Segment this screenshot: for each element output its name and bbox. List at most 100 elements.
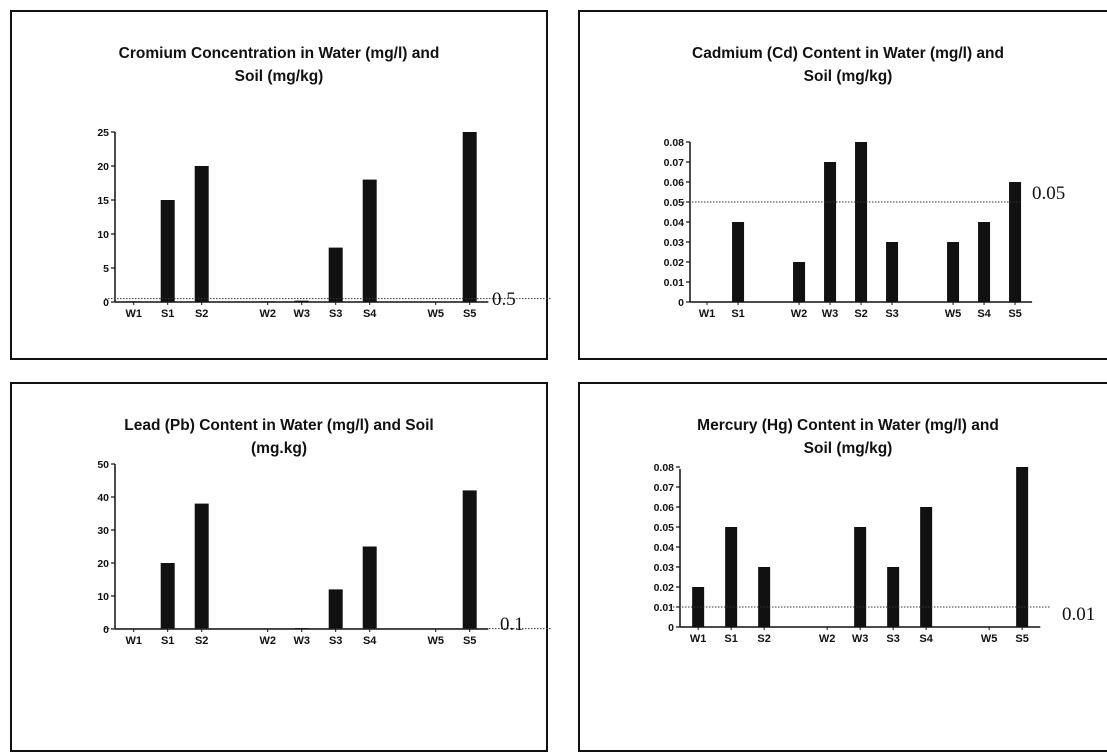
chart-title: Cromium Concentration in Water (mg/l) an… — [118, 45, 440, 85]
x-tick-label: W3 — [822, 308, 839, 320]
x-tick-label: W1 — [690, 633, 707, 645]
y-tick-label: 0.05 — [664, 197, 685, 209]
x-tick-label: S3 — [885, 308, 898, 320]
x-tick-label: W1 — [699, 308, 716, 320]
bar — [1009, 182, 1022, 302]
bar — [793, 262, 806, 302]
x-tick-label: S4 — [977, 308, 991, 320]
x-tick-label: S2 — [854, 308, 867, 320]
y-tick-label: 50 — [97, 459, 109, 471]
y-tick-label: 25 — [97, 127, 109, 139]
y-tick-label: 15 — [97, 195, 109, 207]
chart-title: Cadmium (Cd) Content in Water (mg/l) and… — [692, 45, 1004, 85]
x-tick-label: S3 — [329, 308, 342, 320]
y-tick-label: 0 — [103, 624, 109, 636]
y-tick-label: 0.02 — [654, 582, 675, 594]
bar — [824, 162, 837, 302]
x-tick-label: W2 — [259, 308, 276, 320]
bar — [328, 247, 343, 302]
x-tick-label: S1 — [731, 308, 744, 320]
bar — [854, 527, 867, 627]
x-tick-label: S1 — [161, 308, 174, 320]
y-tick-label: 0 — [103, 297, 109, 309]
bar — [758, 567, 771, 627]
y-tick-label: 0.03 — [664, 237, 685, 249]
x-tick-label: S5 — [463, 308, 476, 320]
x-tick-label: S5 — [463, 635, 476, 647]
y-tick-label: 0.04 — [664, 217, 685, 229]
x-tick-label: S4 — [363, 308, 377, 320]
x-tick-label: W5 — [427, 308, 444, 320]
bar — [294, 628, 309, 629]
chromium-chart-panel: Cromium Concentration in Water (mg/l) an… — [10, 10, 552, 360]
x-tick-label: S5 — [1015, 633, 1028, 645]
x-tick-label: W1 — [125, 308, 142, 320]
x-tick-label: W5 — [945, 308, 962, 320]
chromium-plot: 0 5 10 15 20 25 W1 S1 S2 W2 W3 S3 S4 W5 S5 — [97, 127, 552, 320]
y-tick-label: 0.04 — [654, 542, 675, 554]
x-tick-label: S5 — [1008, 308, 1021, 320]
y-tick-label: 5 — [103, 263, 109, 275]
x-tick-label: S2 — [195, 635, 208, 647]
y-tick-label: 0.06 — [664, 177, 685, 189]
y-tick-label: 0.03 — [654, 562, 675, 574]
lead-chart-panel: Lead (Pb) Content in Water (mg/l) and So… — [10, 382, 552, 752]
y-tick-label: 0.01 — [664, 277, 685, 289]
y-tick-label: 10 — [97, 229, 109, 241]
bar — [1016, 467, 1029, 627]
reference-value-label: 0.05 — [1032, 183, 1066, 204]
chart-title: Mercury (Hg) Content in Water (mg/l) and… — [697, 417, 999, 457]
mercury-plot: 0 0.01 0.02 0.03 0.04 0.05 0.06 0.07 0.08 W1 S1 S2 W… — [654, 462, 1050, 645]
y-tick-label: 40 — [97, 492, 109, 504]
reference-value-label: 0.5 — [492, 289, 516, 310]
bar — [160, 563, 175, 629]
x-tick-label: S1 — [724, 633, 737, 645]
x-tick-label: S2 — [757, 633, 770, 645]
bar — [886, 242, 899, 302]
bar — [947, 242, 960, 302]
x-tick-label: W2 — [819, 633, 836, 645]
x-tick-label: W5 — [981, 633, 998, 645]
x-tick-label: S3 — [886, 633, 899, 645]
y-tick-label: 0.07 — [654, 482, 675, 494]
bar — [362, 546, 377, 629]
y-tick-label: 0.07 — [664, 157, 685, 169]
bar — [855, 142, 868, 302]
x-tick-label: W3 — [293, 308, 310, 320]
y-tick-label: 20 — [97, 558, 109, 570]
bar — [462, 490, 477, 629]
bar — [732, 222, 745, 302]
y-tick-label: 0.08 — [654, 462, 675, 474]
x-tick-label: S2 — [195, 308, 208, 320]
x-tick-label: W1 — [125, 635, 142, 647]
y-tick-label: 0.01 — [654, 602, 675, 614]
x-tick-label: W2 — [259, 635, 276, 647]
bar — [126, 301, 141, 302]
bar — [978, 222, 991, 302]
x-tick-label: S1 — [161, 635, 174, 647]
bar — [920, 507, 933, 627]
bar — [462, 132, 477, 302]
bar — [362, 179, 377, 302]
x-tick-label: W3 — [852, 633, 869, 645]
y-tick-label: 30 — [97, 525, 109, 537]
x-tick-label: S4 — [919, 633, 933, 645]
bar — [294, 300, 309, 302]
x-tick-label: S3 — [329, 635, 342, 647]
y-tick-label: 0.08 — [664, 137, 685, 149]
y-tick-label: 0.06 — [654, 502, 675, 514]
reference-value-label: 0.1 — [500, 614, 524, 635]
x-tick-label: S4 — [363, 635, 377, 647]
y-tick-label: 0.05 — [654, 522, 675, 534]
bar — [328, 589, 343, 629]
y-tick-label: 0.02 — [664, 257, 685, 269]
bar — [725, 527, 738, 627]
reference-value-label: 0.01 — [1062, 604, 1096, 625]
bar — [887, 567, 900, 627]
y-tick-label: 20 — [97, 161, 109, 173]
bar — [160, 200, 175, 302]
y-tick-label: 10 — [97, 591, 109, 603]
bar — [194, 503, 209, 629]
cadmium-chart-panel: Cadmium (Cd) Content in Water (mg/l) and… — [578, 10, 1107, 360]
bar — [194, 166, 209, 302]
